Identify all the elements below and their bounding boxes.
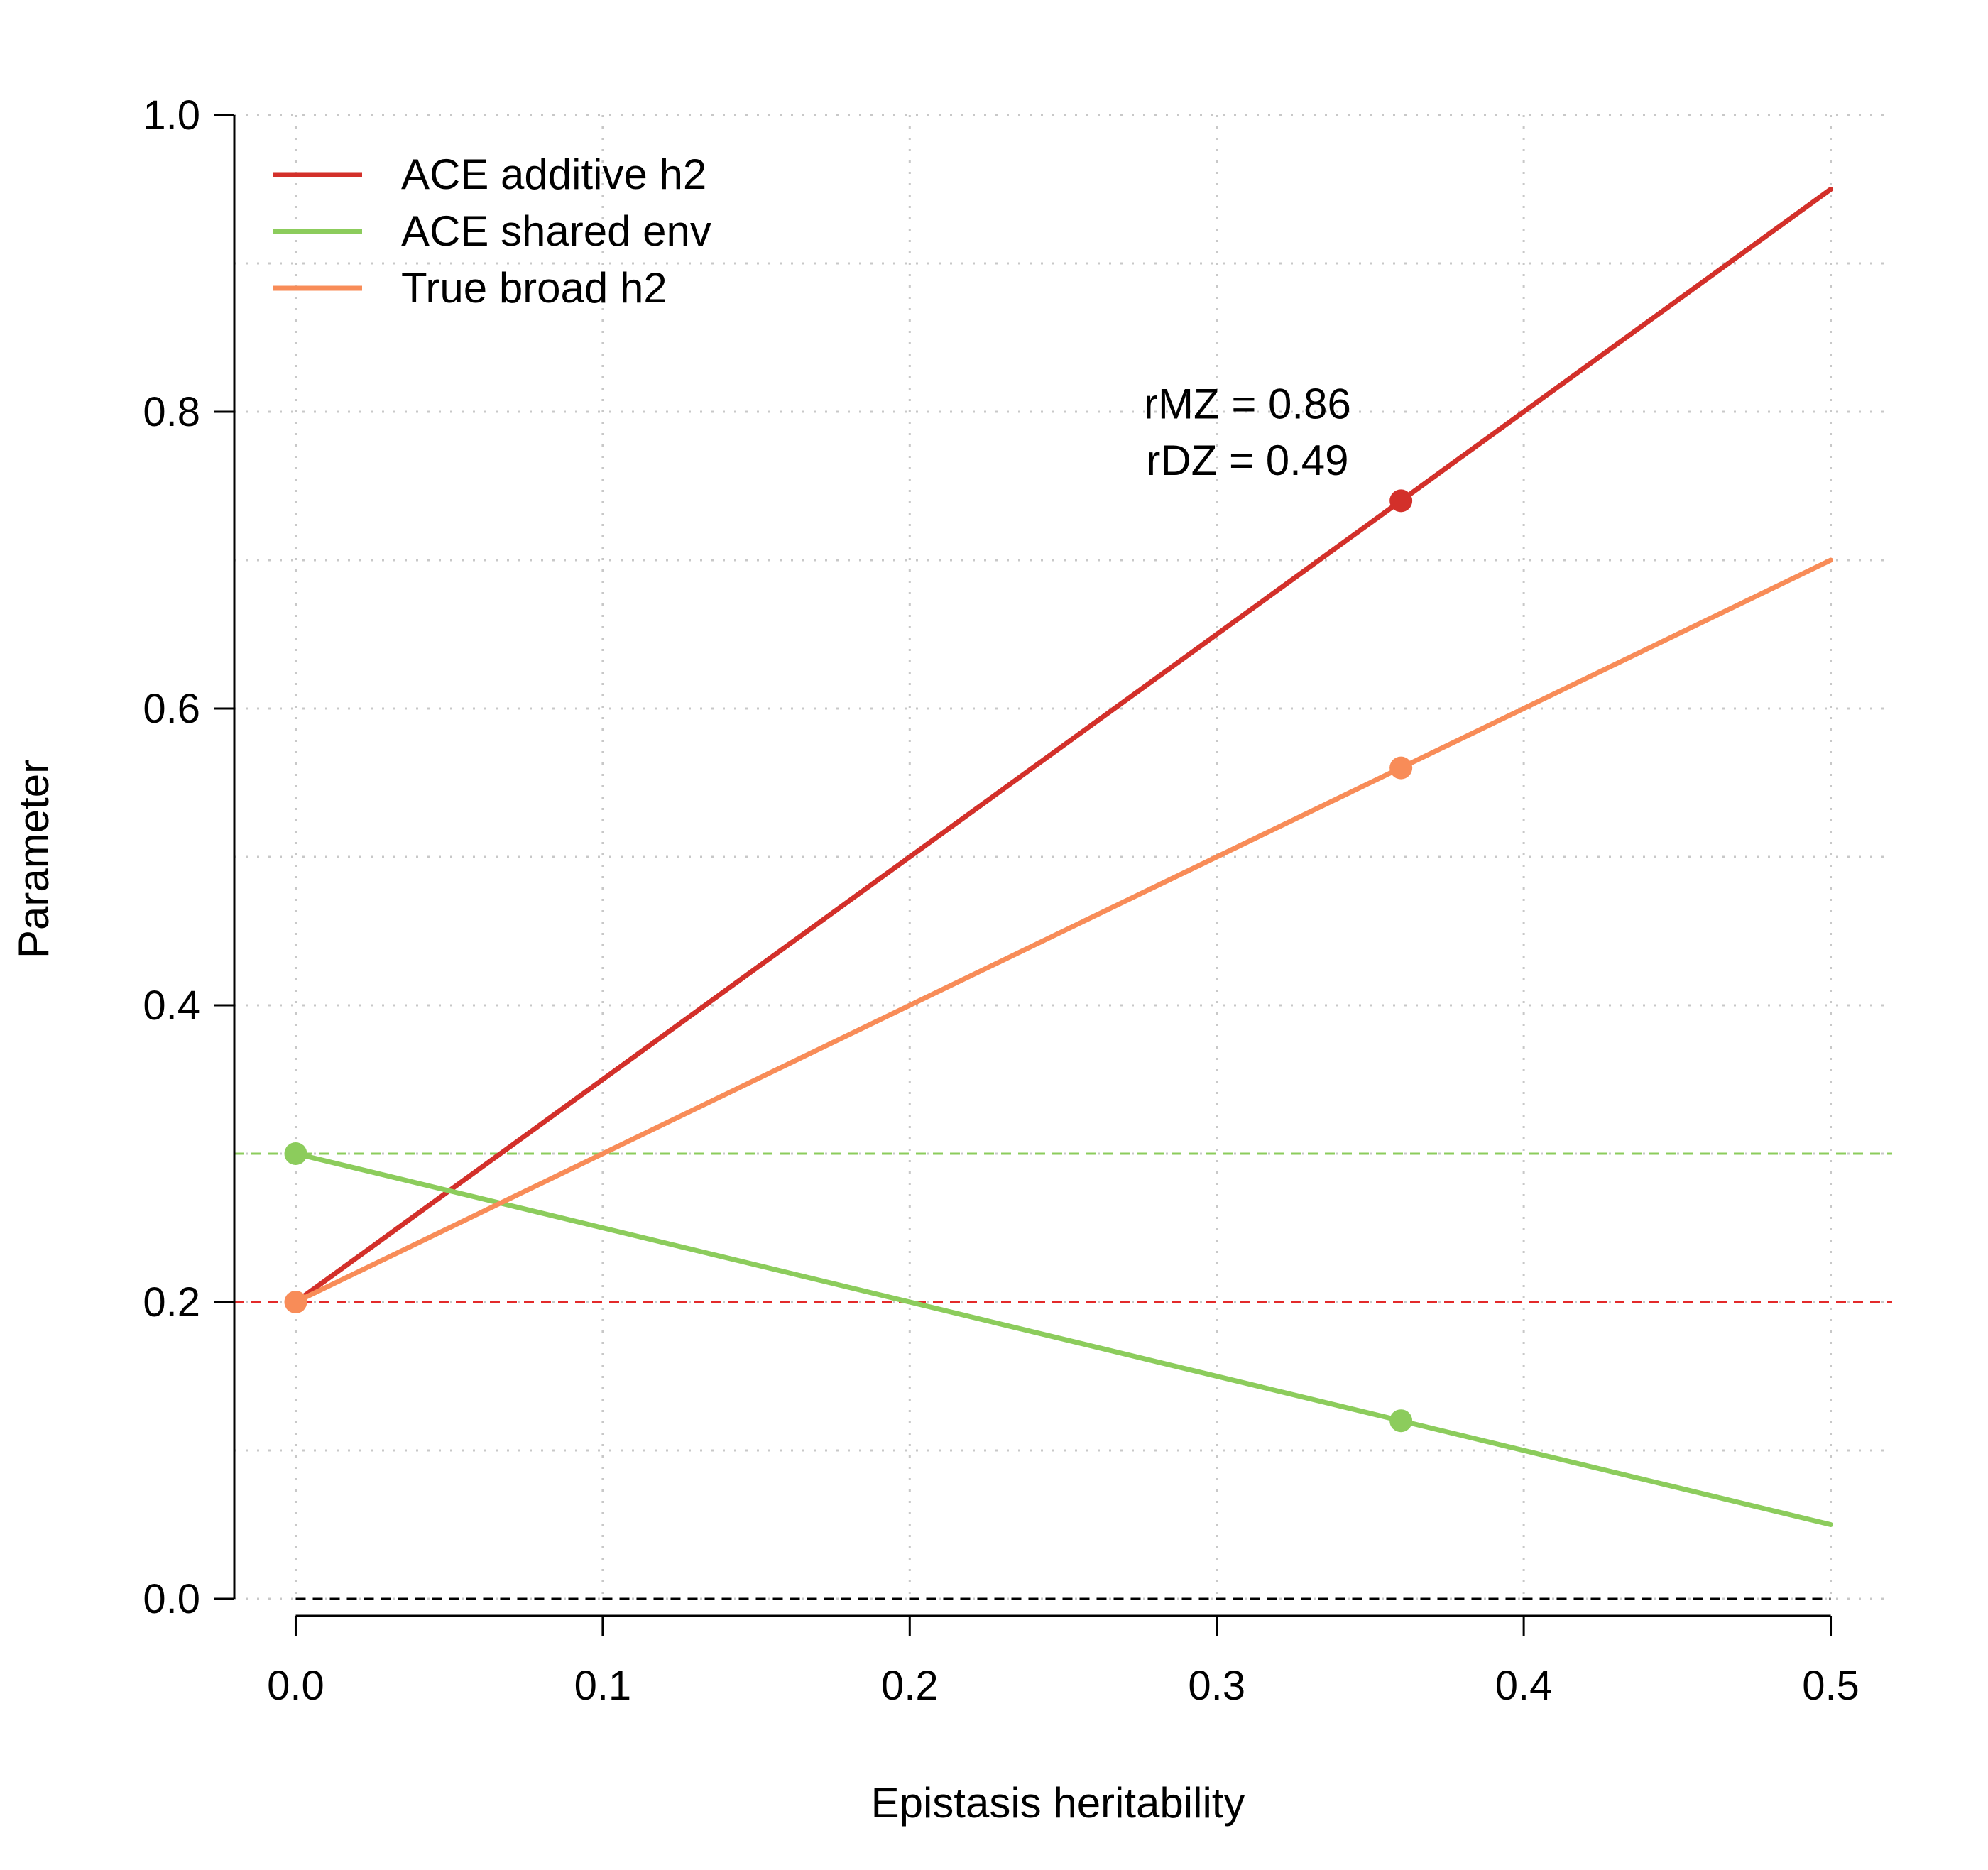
x-tick-label-3: 0.3 — [1188, 1663, 1245, 1709]
x-tick-label-0: 0.0 — [267, 1663, 324, 1709]
highlight-points — [284, 489, 1413, 1433]
y-tick-label-2: 0.4 — [143, 983, 200, 1029]
grid-lines — [234, 114, 1892, 1600]
y-tick-label-5: 1.0 — [143, 92, 200, 138]
data-point-1 — [284, 1291, 307, 1313]
annotations: rMZ = 0.86 rDZ = 0.49 — [1144, 381, 1351, 484]
data-point-0 — [284, 1142, 307, 1165]
y-tick-label-3: 0.6 — [143, 686, 200, 732]
y-tick-label-1: 0.2 — [143, 1279, 200, 1325]
x-tick-label-2: 0.2 — [881, 1663, 939, 1709]
data-point-3 — [1389, 756, 1413, 780]
series-line-ace-shared-env — [293, 1151, 1834, 1527]
legend-label-2: True broad h2 — [401, 264, 667, 312]
series-line-true-broad-h2 — [293, 557, 1834, 1305]
axes: 0.0 0.2 0.4 0.6 0.8 1.0 0.0 0.1 0.2 0.3 0.4 0.5 — [143, 92, 1859, 1709]
legend-label-0: ACE additive h2 — [401, 151, 706, 198]
series-line-ace-additive-h2 — [293, 187, 1834, 1305]
legend-label-1: ACE shared env — [401, 207, 711, 255]
annotation-1: rDZ = 0.49 — [1146, 437, 1348, 484]
x-tick-label-1: 0.1 — [574, 1663, 632, 1709]
data-point-2 — [1389, 489, 1413, 513]
x-tick-label-4: 0.4 — [1495, 1663, 1553, 1709]
x-tick-label-5: 0.5 — [1802, 1663, 1859, 1709]
y-tick-label-0: 0.0 — [143, 1576, 200, 1622]
series-lines — [293, 187, 1834, 1527]
x-axis-title: Epistasis heritability — [871, 1779, 1245, 1827]
legend: ACE additive h2 ACE shared env True broad … — [273, 151, 711, 312]
data-point-4 — [1389, 1409, 1413, 1433]
annotation-0: rMZ = 0.86 — [1144, 381, 1351, 428]
reference-lines — [234, 1152, 1892, 1600]
y-tick-label-4: 0.8 — [143, 389, 200, 435]
y-axis-title: Parameter — [10, 760, 58, 958]
